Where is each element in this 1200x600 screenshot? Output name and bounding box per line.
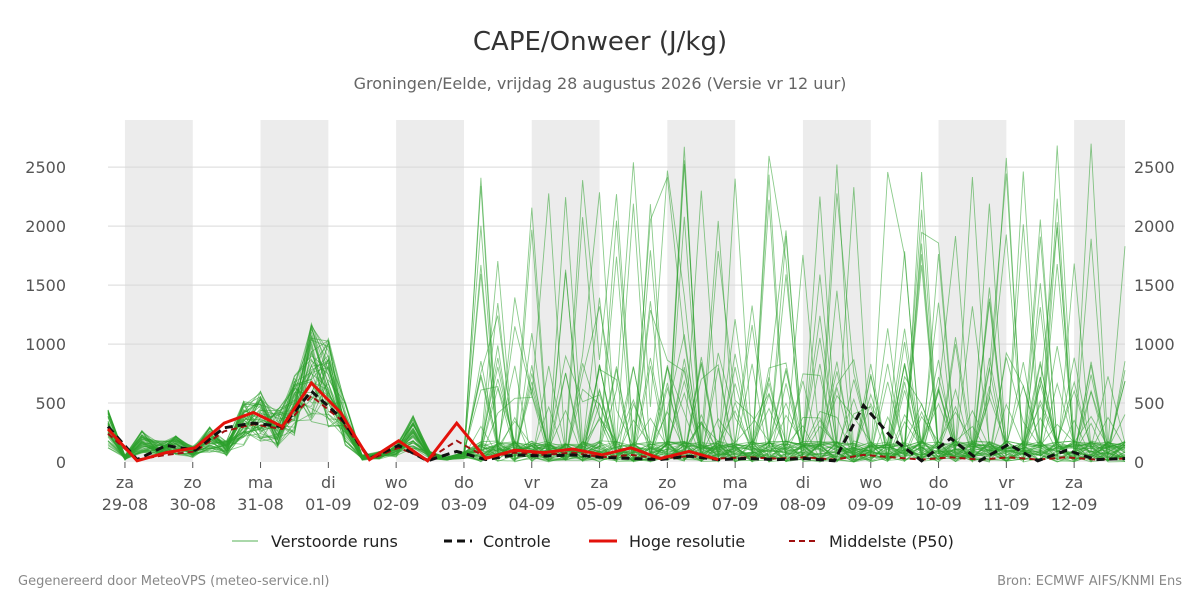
x-tick-date: 08-09 bbox=[780, 495, 827, 514]
x-tick-date: 31-08 bbox=[237, 495, 284, 514]
x-tick-weekday: zo bbox=[184, 473, 202, 492]
y-tick-label: 500 bbox=[1134, 394, 1165, 413]
legend-item-hires[interactable]: Hoge resolutie bbox=[589, 532, 745, 551]
legend-item-median[interactable]: Middelste (P50) bbox=[789, 532, 954, 551]
hires-line bbox=[106, 380, 719, 463]
x-tick-date: 09-09 bbox=[848, 495, 895, 514]
x-tick-weekday: ma bbox=[722, 473, 747, 492]
ensemble-line bbox=[107, 263, 1126, 463]
x-tick-date: 30-08 bbox=[170, 495, 217, 514]
day-band bbox=[124, 120, 193, 462]
x-tick-date: 06-09 bbox=[644, 495, 691, 514]
y-tick-label: 500 bbox=[35, 394, 66, 413]
x-tick-date: 03-09 bbox=[441, 495, 488, 514]
x-tick-weekday: wo bbox=[385, 473, 408, 492]
y-tick-label: 2500 bbox=[25, 158, 66, 177]
x-tick-date: 11-09 bbox=[983, 495, 1030, 514]
legend: Verstoorde runs Controle Hoge resolutie … bbox=[232, 532, 954, 551]
y-tick-label: 0 bbox=[56, 453, 66, 472]
y-axis-left: 0 500 1000 1500 2000 2500 bbox=[25, 158, 66, 472]
y-axis-right: 0 500 1000 1500 2000 2500 bbox=[1134, 158, 1175, 472]
day-band bbox=[531, 120, 600, 462]
y-tick-label: 1500 bbox=[1134, 276, 1175, 295]
x-tick-date: 07-09 bbox=[712, 495, 759, 514]
y-tick-label: 0 bbox=[1134, 453, 1144, 472]
main-lines bbox=[106, 380, 1126, 463]
day-band bbox=[667, 120, 736, 462]
legend-label-control: Controle bbox=[483, 532, 551, 551]
y-tick-label: 1500 bbox=[25, 276, 66, 295]
x-tick-date: 29-08 bbox=[102, 495, 149, 514]
x-tick-weekday: do bbox=[929, 473, 949, 492]
chart-title: CAPE/Onweer (J/kg) bbox=[473, 27, 727, 57]
x-tick-weekday: ma bbox=[248, 473, 273, 492]
x-tick-weekday: za bbox=[590, 473, 608, 492]
x-tick-date: 10-09 bbox=[915, 495, 962, 514]
x-tick-weekday: di bbox=[321, 473, 336, 492]
x-tick-weekday: vr bbox=[524, 473, 540, 492]
y-tick-label: 1000 bbox=[1134, 335, 1175, 354]
legend-label-hires: Hoge resolutie bbox=[629, 532, 745, 551]
y-tick-label: 2000 bbox=[1134, 217, 1175, 236]
chart-subtitle: Groningen/Eelde, vrijdag 28 augustus 202… bbox=[354, 74, 847, 93]
ensemble-line bbox=[107, 163, 1126, 463]
median-line bbox=[107, 394, 1126, 461]
x-tick-weekday: vr bbox=[998, 473, 1014, 492]
y-tick-label: 1000 bbox=[25, 335, 66, 354]
legend-label-ensemble: Verstoorde runs bbox=[271, 532, 398, 551]
footer-source: Bron: ECMWF AIFS/KNMI Ens bbox=[997, 574, 1182, 589]
x-tick-date: 01-09 bbox=[305, 495, 352, 514]
ensemble-line bbox=[107, 234, 1126, 463]
day-band bbox=[396, 120, 464, 462]
x-axis: za 29-08 zo 30-08 ma 31-08 di 01-09 wo 02-09 do 03-… bbox=[102, 462, 1098, 514]
x-tick-weekday: di bbox=[796, 473, 811, 492]
x-tick-date: 04-09 bbox=[509, 495, 556, 514]
legend-item-control[interactable]: Controle bbox=[444, 532, 551, 551]
ensemble-line bbox=[107, 143, 1126, 462]
x-tick-weekday: do bbox=[454, 473, 474, 492]
grid-lines bbox=[108, 166, 1125, 404]
y-tick-label: 2500 bbox=[1134, 158, 1175, 177]
x-tick-weekday: wo bbox=[859, 473, 882, 492]
footer-generated: Gegenereerd door MeteoVPS (meteo-service… bbox=[18, 574, 329, 589]
legend-label-median: Middelste (P50) bbox=[829, 532, 954, 551]
x-tick-weekday: zo bbox=[658, 473, 676, 492]
x-tick-weekday: za bbox=[1065, 473, 1083, 492]
x-tick-date: 12-09 bbox=[1051, 495, 1098, 514]
x-tick-weekday: za bbox=[116, 473, 134, 492]
x-tick-date: 05-09 bbox=[576, 495, 623, 514]
x-tick-date: 02-09 bbox=[373, 495, 420, 514]
control-line bbox=[106, 389, 1126, 463]
y-tick-label: 2000 bbox=[25, 217, 66, 236]
legend-item-ensemble[interactable]: Verstoorde runs bbox=[232, 532, 398, 551]
ensemble-lines bbox=[107, 143, 1126, 463]
